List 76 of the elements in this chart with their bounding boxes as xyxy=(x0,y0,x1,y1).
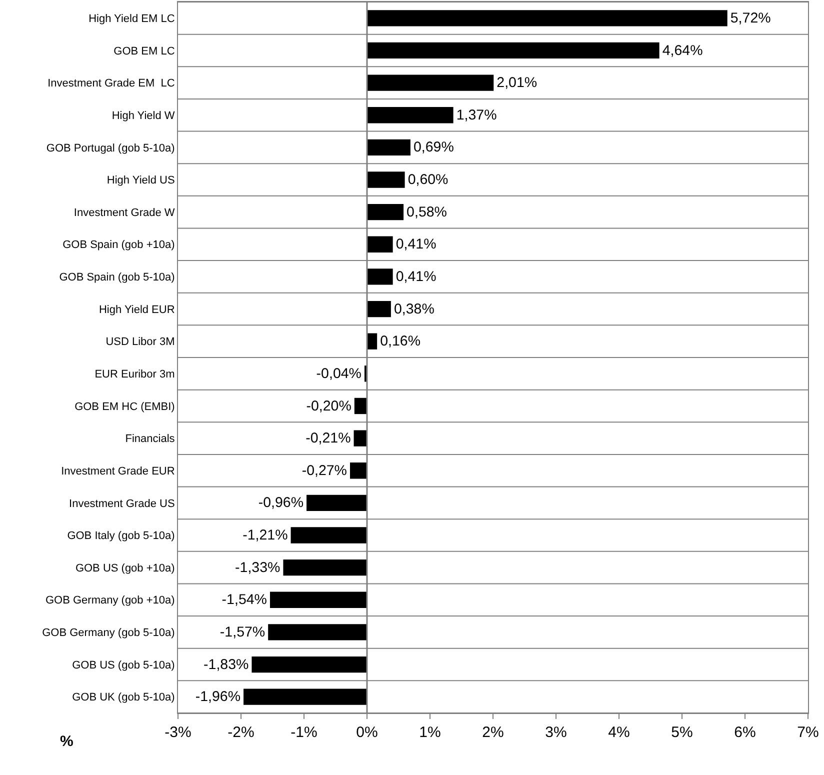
y-tick-label: GOB EM HC (EMBI) xyxy=(74,400,175,413)
x-axis-title: % xyxy=(60,733,74,750)
y-tick-label: GOB Portugal (gob 5-10a) xyxy=(46,142,175,154)
data-label: 0,60% xyxy=(408,172,449,188)
data-label: 0,38% xyxy=(394,301,435,318)
data-label: -1,33% xyxy=(235,560,281,576)
bar xyxy=(367,107,454,124)
bar xyxy=(290,527,367,544)
y-tick-label: High Yield W xyxy=(112,110,176,122)
bar xyxy=(367,268,393,285)
y-tick-label: GOB UK (gob 5-10a) xyxy=(72,692,175,704)
x-tick-label: 7% xyxy=(797,724,819,741)
data-label: -1,83% xyxy=(204,656,250,673)
bar xyxy=(268,624,367,640)
y-tick-label: GOB US (gob 5-10a) xyxy=(72,659,175,672)
x-tick-label: 3% xyxy=(545,724,567,741)
x-tick-label: -1% xyxy=(290,724,318,741)
bar xyxy=(306,494,367,512)
data-label: -0,20% xyxy=(306,398,352,414)
y-tick-label: EUR Euribor 3m xyxy=(94,368,175,381)
x-tick-label: 6% xyxy=(734,724,756,741)
x-tick-label: 1% xyxy=(419,724,441,741)
x-tick-label: 5% xyxy=(671,724,693,741)
bar xyxy=(367,42,660,59)
y-tick-label: High Yield EM LC xyxy=(88,13,175,26)
x-tick-label: 2% xyxy=(482,724,504,741)
bar xyxy=(367,300,391,318)
data-label: -0,04% xyxy=(316,366,362,382)
data-label: -0,96% xyxy=(258,495,304,512)
data-label: 0,58% xyxy=(406,204,448,220)
y-tick-label: GOB Germany (gob +10a) xyxy=(45,594,175,607)
y-tick-label: USD Libor 3M xyxy=(106,336,175,348)
y-tick-label: GOB Spain (gob +10a) xyxy=(62,239,175,252)
y-tick-label: GOB EM LC xyxy=(114,45,175,58)
data-label: -1,54% xyxy=(222,592,268,608)
bar xyxy=(354,430,367,446)
x-tick-label: -2% xyxy=(228,724,254,741)
y-tick-label: Financials xyxy=(125,433,176,446)
bar xyxy=(244,688,367,705)
bar xyxy=(367,139,410,156)
data-label: 0,69% xyxy=(413,140,454,156)
data-label: -0,27% xyxy=(302,462,348,479)
bar xyxy=(270,592,367,608)
y-tick-label: Investment Grade US xyxy=(69,498,175,510)
y-tick-label: GOB Italy (gob 5-10a) xyxy=(67,530,175,542)
y-tick-label: Investment Grade EM LC xyxy=(48,78,175,90)
data-label: 1,37% xyxy=(456,107,498,124)
data-label: 0,41% xyxy=(396,236,437,253)
data-label: 5,72% xyxy=(730,10,772,26)
bar xyxy=(367,172,405,188)
bar xyxy=(367,204,404,220)
data-label: -1,96% xyxy=(195,689,241,706)
y-tick-label: High Yield US xyxy=(106,174,175,187)
bar xyxy=(354,398,367,414)
x-tick-label: 4% xyxy=(608,724,630,741)
data-label: -1,57% xyxy=(220,624,266,640)
bar xyxy=(367,236,393,252)
data-label: -1,21% xyxy=(242,528,288,544)
y-tick-label: Investment Grade EUR xyxy=(61,465,175,478)
data-label: 0,41% xyxy=(396,268,437,285)
data-label: 2,01% xyxy=(496,75,538,92)
bar xyxy=(367,74,494,91)
y-tick-label: GOB US (gob +10a) xyxy=(75,562,175,574)
bar xyxy=(367,10,728,26)
y-tick-label: GOB Germany (gob 5-10a) xyxy=(42,627,175,640)
y-tick-label: GOB Spain (gob 5-10a) xyxy=(59,272,175,284)
data-label: 4,64% xyxy=(662,42,704,59)
bar xyxy=(350,462,367,479)
x-tick-label: 0% xyxy=(356,724,378,741)
data-label: 0,16% xyxy=(380,334,421,350)
y-tick-label: Investment Grade W xyxy=(74,206,176,219)
data-label: -0,21% xyxy=(306,430,352,447)
x-tick-label: -3% xyxy=(164,724,192,741)
y-tick-label: High Yield EUR xyxy=(98,304,175,316)
bar xyxy=(283,559,367,576)
bar xyxy=(252,656,367,673)
